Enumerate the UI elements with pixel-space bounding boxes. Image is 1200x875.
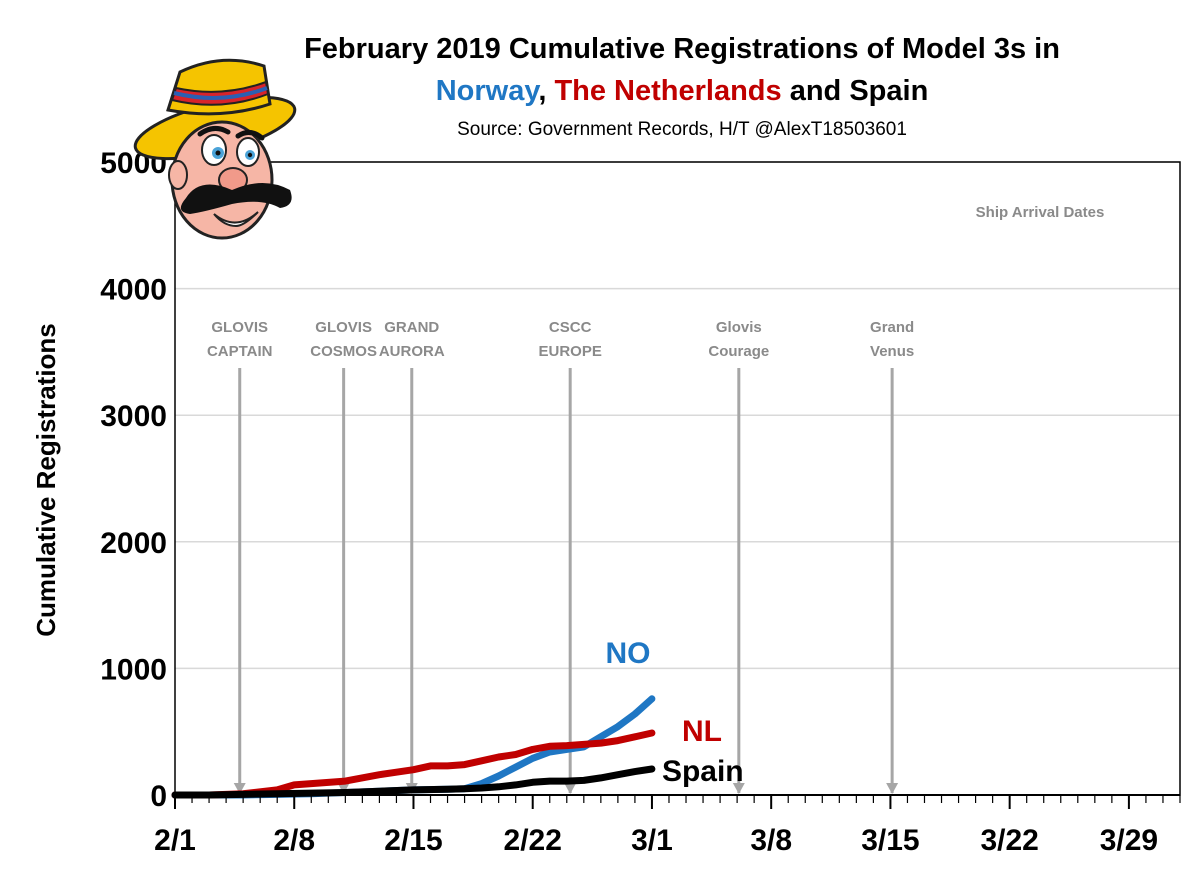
ship-label-line1: Glovis [716, 319, 762, 336]
x-tick-label-3-8: 3/8 [750, 824, 792, 857]
ship-label-line2: Courage [708, 343, 769, 360]
ship-arrow-head [564, 783, 577, 794]
ship-label-line1: GRAND [384, 319, 439, 336]
title-netherlands: The Netherlands [554, 75, 781, 107]
series-line-spain [171, 765, 656, 799]
x-tick-label-3-1: 3/1 [631, 824, 673, 857]
ship-label-line2: COSMOS [310, 343, 377, 360]
ship-label-line1: GLOVIS [211, 319, 268, 336]
ship-label-line2: Venus [870, 343, 914, 360]
ship-label-line1: Grand [870, 319, 914, 336]
x-tick-label-3-29: 3/29 [1100, 824, 1158, 857]
chart-title-line2: Norway, The Netherlands and Spain [436, 75, 929, 107]
x-tick-label-3-22: 3/22 [980, 824, 1038, 857]
ship-arrow-head [233, 783, 246, 794]
ship-marker-1: GLOVIS COSMOS [310, 319, 377, 794]
gridlines [175, 161, 1180, 670]
y-tick-label-0: 0 [150, 780, 167, 813]
ship-marker-5: Grand Venus [870, 319, 914, 794]
mascot-illustration [133, 58, 297, 240]
ship-arrow-head [337, 783, 350, 794]
ship-arrow-head [732, 783, 745, 794]
series-label-nl: NL [682, 715, 722, 748]
ship-marker-4: Glovis Courage [708, 319, 769, 794]
y-tick-label-3000: 3000 [100, 400, 167, 433]
chart-subtitle: Source: Government Records, H/T @AlexT18… [457, 119, 907, 140]
ship-marker-2: GRAND AURORA [379, 319, 445, 794]
ship-arrival-markers: GLOVIS CAPTAIN GLOVIS COSMOS GRAND AURORA CSCC… [207, 319, 914, 794]
plot-border [174, 161, 1181, 796]
x-tick-label-2-15: 2/15 [384, 824, 442, 857]
x-axis [174, 794, 1181, 809]
y-tick-label-1000: 1000 [100, 653, 167, 686]
series-line-nl [171, 729, 656, 799]
series-label-spain: Spain [662, 755, 744, 788]
series-lines [171, 695, 656, 799]
ship-label-line2: AURORA [379, 343, 445, 360]
y-axis-label: Cumulative Registrations [31, 323, 61, 637]
title-norway: Norway [436, 75, 541, 107]
x-tick-label-2-1: 2/1 [154, 824, 196, 857]
series-label-no: NO [605, 637, 650, 670]
x-tick-label-2-8: 2/8 [273, 824, 315, 857]
y-tick-label-4000: 4000 [100, 274, 167, 307]
series-labels: NO NL Spain [605, 637, 743, 788]
ship-label-line1: GLOVIS [315, 319, 372, 336]
ship-marker-0: GLOVIS CAPTAIN [207, 319, 273, 794]
x-tick-label-3-15: 3/15 [861, 824, 919, 857]
ship-arrow-head [886, 783, 899, 794]
x-axis-ticks: 2/1 2/8 2/15 2/22 3/1 3/8 3/15 3/22 3/29 [154, 824, 1158, 857]
y-tick-label-2000: 2000 [100, 527, 167, 560]
title-spain: and Spain [782, 75, 929, 107]
ship-label-line1: CSCC [549, 319, 592, 336]
title-comma: , [538, 75, 554, 107]
plot-frame [174, 161, 1181, 796]
chart-title-line1: February 2019 Cumulative Registrations o… [304, 33, 1060, 65]
x-tick-label-2-22: 2/22 [504, 824, 562, 857]
ship-label-line2: EUROPE [539, 343, 602, 360]
ship-label-line2: CAPTAIN [207, 343, 273, 360]
ship-arrival-note: Ship Arrival Dates [976, 204, 1105, 221]
ship-marker-3: CSCC EUROPE [539, 319, 602, 794]
